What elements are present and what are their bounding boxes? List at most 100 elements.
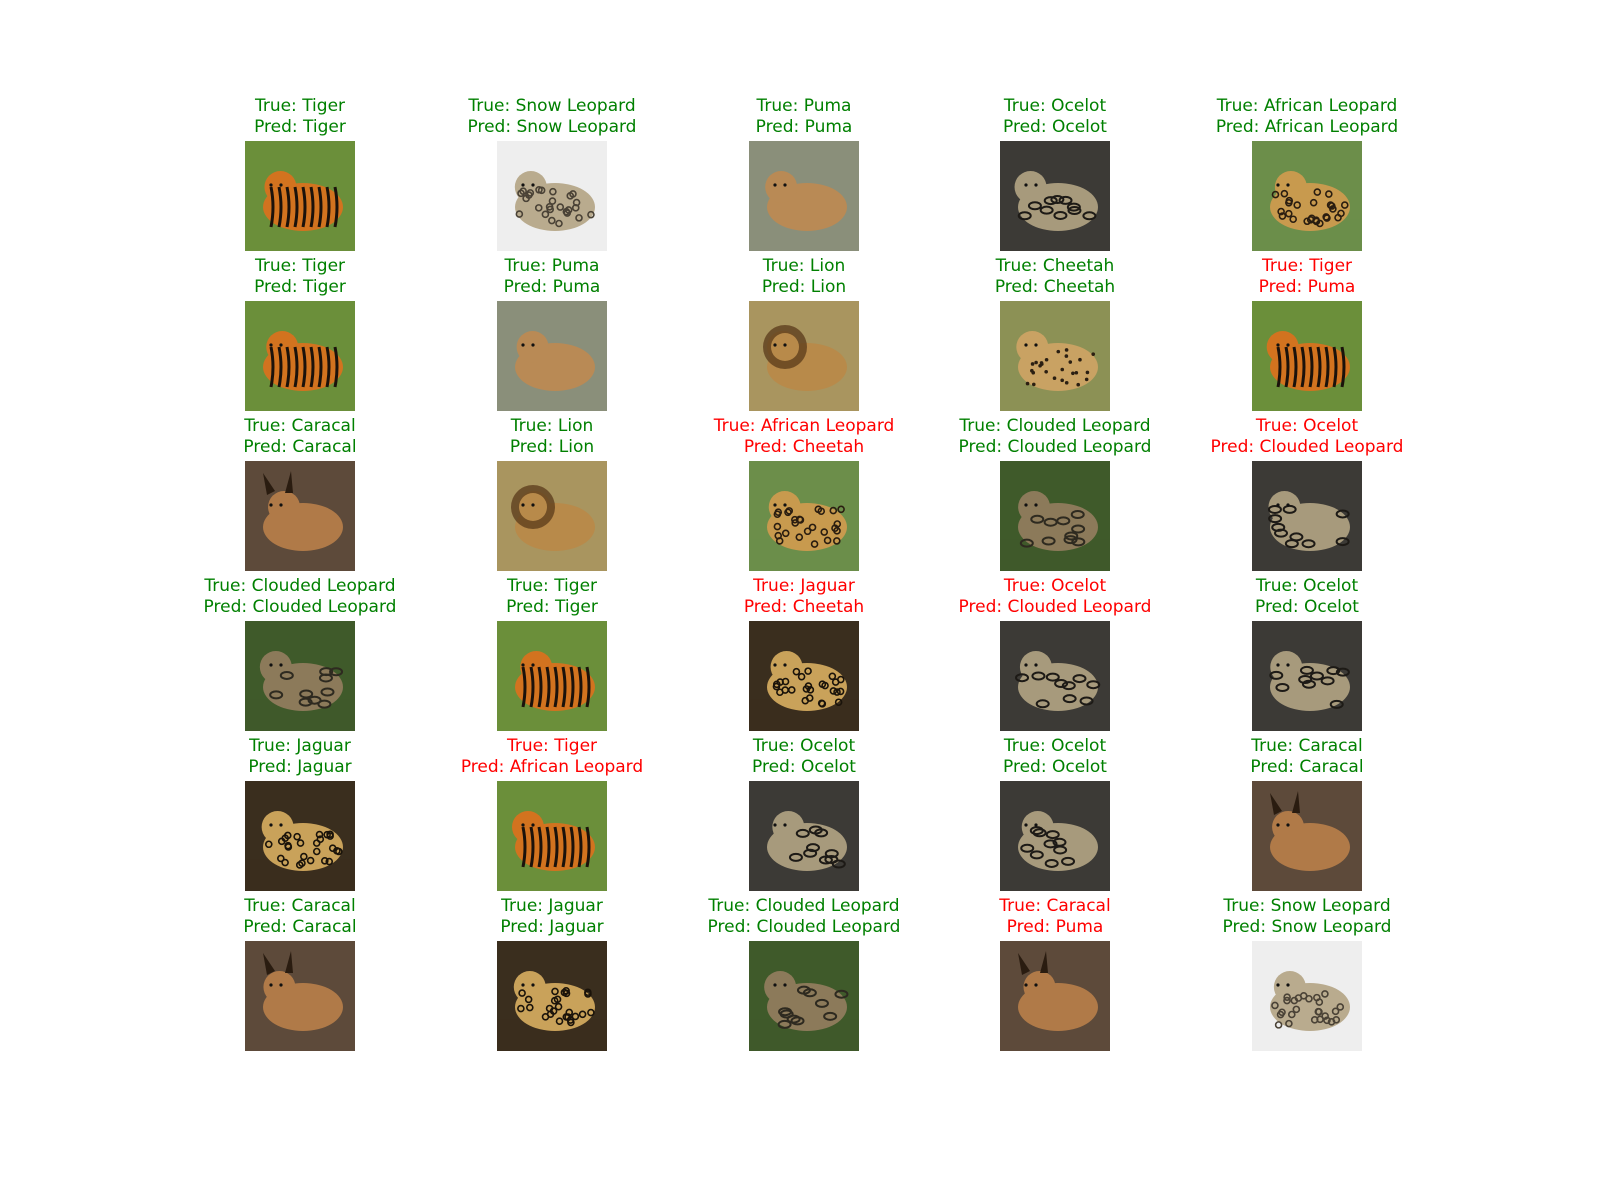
pred-label: Pred: Clouded Leopard [958, 597, 1152, 617]
prediction-caption: True: Ocelot Pred: Clouded Leopard [935, 576, 1175, 618]
prediction-cell: True: Jaguar Pred: Jaguar [432, 896, 672, 1056]
pred-label: Pred: Clouded Leopard [958, 437, 1152, 457]
prediction-cell: True: Tiger Pred: African Leopard [432, 736, 672, 896]
true-label: True: Clouded Leopard [959, 416, 1151, 436]
pred-label: Pred: Caracal [243, 437, 357, 457]
prediction-caption: True: Caracal Pred: Caracal [180, 416, 420, 458]
prediction-cell: True: African Leopard Pred: African Leopa… [1187, 96, 1427, 256]
prediction-cell: True: Snow Leopard Pred: Snow Leopard [432, 96, 672, 256]
african-leopard-photo [1252, 141, 1362, 251]
ocelot-photo [1252, 621, 1362, 731]
ocelot-photo [1252, 461, 1362, 571]
ocelot-photo [1000, 141, 1110, 251]
pred-label: Pred: Caracal [1250, 757, 1364, 777]
true-label: True: Clouded Leopard [708, 896, 900, 916]
pred-label: Pred: Jaguar [500, 917, 604, 937]
prediction-cell: True: Puma Pred: Puma [684, 96, 924, 256]
pred-label: Pred: Tiger [254, 117, 346, 137]
true-label: True: Ocelot [1003, 736, 1107, 756]
true-label: True: Lion [510, 416, 594, 436]
prediction-caption: True: Jaguar Pred: Jaguar [180, 736, 420, 778]
true-label: True: Tiger [506, 576, 598, 596]
pred-label: Pred: Cheetah [743, 437, 865, 457]
lion-photo [497, 461, 607, 571]
clouded-leopard-photo [245, 621, 355, 731]
pred-label: Pred: Cheetah [743, 597, 865, 617]
pred-label: Pred: Puma [1006, 917, 1104, 937]
pred-label: Pred: Ocelot [1255, 597, 1359, 617]
pred-label: Pred: Puma [1258, 277, 1356, 297]
prediction-caption: True: Puma Pred: Puma [432, 256, 672, 298]
true-label: True: Jaguar [753, 576, 855, 596]
prediction-caption: True: Lion Pred: Lion [432, 416, 672, 458]
true-label: True: Caracal [244, 896, 356, 916]
pred-label: Pred: Lion [509, 437, 595, 457]
true-label: True: Cheetah [995, 256, 1115, 276]
prediction-cell: True: Caracal Pred: Caracal [180, 416, 420, 576]
tiger-photo [245, 141, 355, 251]
snow-leopard-photo [1252, 941, 1362, 1051]
snow-leopard-photo [497, 141, 607, 251]
prediction-caption: True: Snow Leopard Pred: Snow Leopard [1187, 896, 1427, 938]
prediction-cell: True: Tiger Pred: Tiger [180, 256, 420, 416]
prediction-cell: True: Jaguar Pred: Cheetah [684, 576, 924, 736]
true-label: True: Lion [762, 256, 846, 276]
clouded-leopard-photo [1000, 461, 1110, 571]
prediction-cell: True: Lion Pred: Lion [684, 256, 924, 416]
prediction-caption: True: Tiger Pred: Tiger [180, 96, 420, 138]
true-label: True: Ocelot [1003, 576, 1107, 596]
prediction-caption: True: Tiger Pred: Tiger [432, 576, 672, 618]
pred-label: Pred: Ocelot [1003, 117, 1107, 137]
tiger-photo [1252, 301, 1362, 411]
true-label: True: Ocelot [1255, 416, 1359, 436]
prediction-caption: True: Ocelot Pred: Ocelot [1187, 576, 1427, 618]
prediction-caption: True: Jaguar Pred: Cheetah [684, 576, 924, 618]
prediction-caption: True: Puma Pred: Puma [684, 96, 924, 138]
prediction-caption: True: Snow Leopard Pred: Snow Leopard [432, 96, 672, 138]
prediction-cell: True: Snow Leopard Pred: Snow Leopard [1187, 896, 1427, 1056]
prediction-caption: True: Ocelot Pred: Ocelot [684, 736, 924, 778]
prediction-cell: True: African Leopard Pred: Cheetah [684, 416, 924, 576]
prediction-caption: True: Ocelot Pred: Clouded Leopard [1187, 416, 1427, 458]
prediction-caption: True: African Leopard Pred: African Leopa… [1187, 96, 1427, 138]
pred-label: Pred: Tiger [254, 277, 346, 297]
pred-label: Pred: Clouded Leopard [1210, 437, 1404, 457]
prediction-cell: True: Clouded Leopard Pred: Clouded Leopa… [180, 576, 420, 736]
lion-photo [749, 301, 859, 411]
caracal-photo [1252, 781, 1362, 891]
prediction-caption: True: Lion Pred: Lion [684, 256, 924, 298]
jaguar-photo [497, 941, 607, 1051]
pred-label: Pred: Lion [761, 277, 847, 297]
jaguar-photo [749, 621, 859, 731]
true-label: True: Caracal [999, 896, 1111, 916]
tiger-photo [497, 621, 607, 731]
jaguar-photo [245, 781, 355, 891]
pred-label: Pred: Cheetah [994, 277, 1116, 297]
true-label: True: Tiger [506, 736, 598, 756]
true-label: True: Ocelot [752, 736, 856, 756]
prediction-cell: True: Ocelot Pred: Ocelot [684, 736, 924, 896]
true-label: True: Tiger [1261, 256, 1353, 276]
ocelot-photo [749, 781, 859, 891]
tiger-photo [497, 781, 607, 891]
prediction-cell: True: Ocelot Pred: Clouded Leopard [935, 576, 1175, 736]
prediction-caption: True: Clouded Leopard Pred: Clouded Leopa… [935, 416, 1175, 458]
prediction-caption: True: Tiger Pred: African Leopard [432, 736, 672, 778]
prediction-cell: True: Tiger Pred: Puma [1187, 256, 1427, 416]
prediction-caption: True: Clouded Leopard Pred: Clouded Leopa… [180, 576, 420, 618]
prediction-cell: True: Clouded Leopard Pred: Clouded Leopa… [935, 416, 1175, 576]
true-label: True: Tiger [254, 256, 346, 276]
prediction-cell: True: Caracal Pred: Caracal [180, 896, 420, 1056]
african-leopard-photo [749, 461, 859, 571]
pred-label: Pred: Ocelot [752, 757, 856, 777]
pred-label: Pred: Snow Leopard [467, 117, 637, 137]
prediction-cell: True: Cheetah Pred: Cheetah [935, 256, 1175, 416]
prediction-cell: True: Ocelot Pred: Ocelot [1187, 576, 1427, 736]
prediction-caption: True: Jaguar Pred: Jaguar [432, 896, 672, 938]
true-label: True: Caracal [244, 416, 356, 436]
pred-label: Pred: Jaguar [248, 757, 352, 777]
true-label: True: African Leopard [1216, 96, 1398, 116]
caracal-photo [1000, 941, 1110, 1051]
pred-label: Pred: Puma [755, 117, 853, 137]
